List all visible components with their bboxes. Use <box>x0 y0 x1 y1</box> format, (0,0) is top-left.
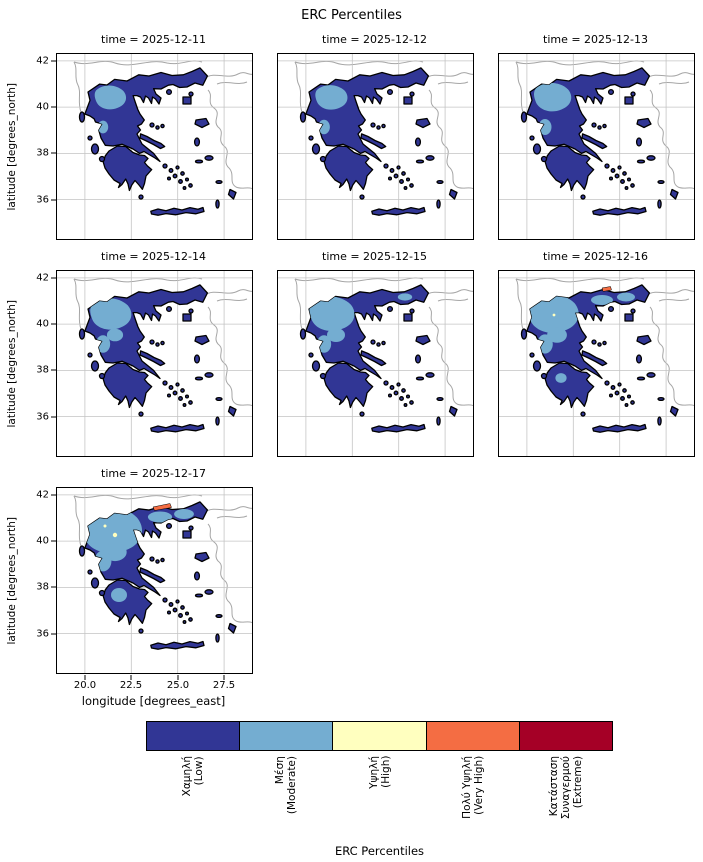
x-tick-mark <box>130 675 132 680</box>
facet-panel-4: time = 2025-12-14 42 40 38 36 <box>36 248 253 457</box>
x-axis-label: longitude [degrees_east] <box>81 694 226 708</box>
colorbar-label-low: Χαμηλή (Low) <box>180 756 205 797</box>
y-tick-mark <box>51 586 56 588</box>
facet-title: time = 2025-12-12 <box>322 33 427 46</box>
y-tick-mark <box>51 106 56 108</box>
y-tick-mark <box>51 323 56 325</box>
facet-panel-7: time = 2025-12-17 42 40 38 36 20.0 22.5 … <box>36 465 253 691</box>
y-tick-label: 36 <box>36 194 49 206</box>
x-tick-label: 27.5 <box>212 680 236 691</box>
map-svg <box>57 488 252 673</box>
map-svg <box>57 54 252 239</box>
y-axis-label: latitude [degrees_north] <box>4 270 20 457</box>
colorbar: Χαμηλή (Low) Μέση (Moderate) Υψηλή (High… <box>146 721 613 858</box>
y-tick-mark <box>51 494 56 496</box>
map-greece-2025-12-12 <box>277 53 474 240</box>
facet-panel-5: time = 2025-12-15 <box>277 248 474 457</box>
colorbar-segment-moderate <box>240 722 334 750</box>
map-svg <box>499 271 694 456</box>
x-tick-mark <box>84 675 86 680</box>
facet-title: time = 2025-12-17 <box>101 467 206 480</box>
map-greece-2025-12-16 <box>498 270 695 457</box>
y-tick-mark <box>51 277 56 279</box>
x-tick-label: 22.5 <box>119 680 143 691</box>
y-tick-label: 40 <box>36 318 49 330</box>
y-axis-label-text: latitude [degrees_north] <box>6 299 18 428</box>
map-svg <box>278 271 473 456</box>
y-tick-mark <box>51 199 56 201</box>
x-axis-label-row: longitude [degrees_east] <box>0 694 703 708</box>
y-tick-mark <box>51 416 56 418</box>
map-svg <box>57 271 252 456</box>
y-axis-label: latitude [degrees_north] <box>4 53 20 240</box>
map-greece-2025-12-17: 42 40 38 36 20.0 22.5 25.0 27.5 <box>36 487 253 691</box>
y-tick-label: 36 <box>36 411 49 423</box>
facet-panel-1: time = 2025-12-11 42 40 38 36 <box>36 31 253 240</box>
y-tick-mark <box>51 60 56 62</box>
facet-row-3: latitude [degrees_north] time = 2025-12-… <box>0 465 703 691</box>
y-tick-label: 38 <box>36 581 49 593</box>
map-svg <box>499 54 694 239</box>
y-axis-label-text: latitude [degrees_north] <box>6 82 18 211</box>
y-axis-label-text: latitude [degrees_north] <box>6 516 18 645</box>
facet-panel-3: time = 2025-12-13 <box>498 31 695 240</box>
y-tick-label: 38 <box>36 364 49 376</box>
colorbar-label-very-high: Πολύ Υψηλή (Very High) <box>460 756 485 819</box>
facet-panel-6: time = 2025-12-16 <box>498 248 695 457</box>
facet-title: time = 2025-12-13 <box>543 33 648 46</box>
facet-panel-2: time = 2025-12-12 <box>277 31 474 240</box>
colorbar-label-moderate: Μέση (Moderate) <box>274 756 299 815</box>
facet-row-1: latitude [degrees_north] time = 2025-12-… <box>0 31 703 240</box>
x-tick-label: 25.0 <box>166 680 190 691</box>
y-tick-label: 42 <box>36 489 49 501</box>
x-tick-mark <box>177 675 179 680</box>
colorbar-segment-high <box>333 722 427 750</box>
y-tick-mark <box>51 540 56 542</box>
colorbar-segment-very-high <box>426 722 520 750</box>
map-svg <box>278 54 473 239</box>
facet-title: time = 2025-12-16 <box>543 250 648 263</box>
y-tick-label: 40 <box>36 101 49 113</box>
y-tick-label: 40 <box>36 535 49 547</box>
colorbar-segment-low <box>147 722 241 750</box>
colorbar-tick-labels: Χαμηλή (Low) Μέση (Moderate) Υψηλή (High… <box>146 756 613 840</box>
y-tick-mark <box>51 633 56 635</box>
y-tick-label: 42 <box>36 272 49 284</box>
colorbar-title: ERC Percentiles <box>334 844 425 858</box>
facet-title: time = 2025-12-11 <box>101 33 206 46</box>
y-tick-mark <box>51 152 56 154</box>
colorbar-strip <box>146 721 613 751</box>
figure-title: ERC Percentiles <box>301 8 402 23</box>
map-greece-2025-12-13 <box>498 53 695 240</box>
x-tick-mark <box>223 675 225 680</box>
y-axis-label: latitude [degrees_north] <box>4 487 20 674</box>
colorbar-label-high: Υψηλή (High) <box>367 756 392 789</box>
y-tick-mark <box>51 369 56 371</box>
facet-title: time = 2025-12-14 <box>101 250 206 263</box>
y-tick-label: 42 <box>36 55 49 67</box>
facet-row-2: latitude [degrees_north] time = 2025-12-… <box>0 248 703 457</box>
map-greece-2025-12-11: 42 40 38 36 <box>36 53 253 240</box>
facet-title: time = 2025-12-15 <box>322 250 427 263</box>
colorbar-segment-extreme <box>519 722 613 750</box>
map-greece-2025-12-14: 42 40 38 36 <box>36 270 253 457</box>
y-tick-label: 36 <box>36 628 49 640</box>
x-tick-label: 20.0 <box>73 680 97 691</box>
y-tick-label: 38 <box>36 147 49 159</box>
colorbar-label-extreme: Κατάσταση Συναγερμού (Extreme) <box>548 756 585 820</box>
map-greece-2025-12-15 <box>277 270 474 457</box>
